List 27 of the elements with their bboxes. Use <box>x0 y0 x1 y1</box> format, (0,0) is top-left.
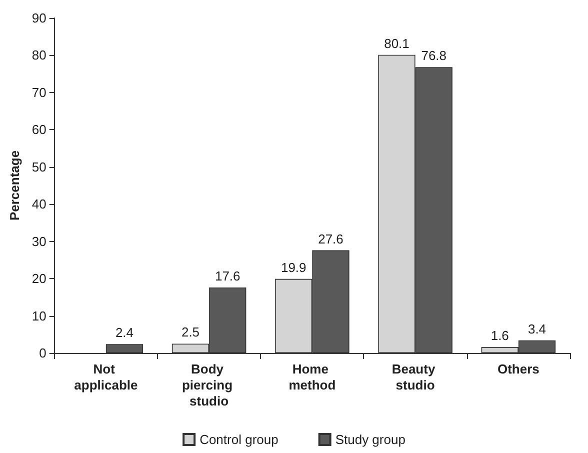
data-label: 2.4 <box>115 325 134 340</box>
data-label: 2.5 <box>181 324 200 340</box>
data-label: 1.6 <box>490 328 509 344</box>
y-tick-label: 60 <box>32 122 46 138</box>
y-tick-label: 40 <box>32 196 46 212</box>
y-tick-label: 90 <box>32 10 46 26</box>
y-tick-label: 50 <box>32 159 46 174</box>
y-tick-label: 80 <box>32 48 46 63</box>
y-tick-label: 70 <box>32 84 46 100</box>
data-label: 19.9 <box>280 260 306 275</box>
x-tick-label: Home method <box>288 362 336 392</box>
y-tick-label: 30 <box>32 234 46 249</box>
x-tick-label: Beauty studio <box>392 362 439 392</box>
x-tick-label: Others <box>497 362 540 376</box>
y-tick-label: 0 <box>39 346 46 360</box>
y-tick-label: 20 <box>32 271 46 286</box>
y-axis-title: Percentage <box>7 150 22 221</box>
data-label: 76.8 <box>421 48 447 64</box>
data-label: 80.1 <box>384 36 410 51</box>
data-label: 27.6 <box>318 231 344 246</box>
x-tick-label: Body piercing studio <box>182 362 236 408</box>
legend-label: Control group <box>200 432 278 447</box>
data-label: 17.6 <box>214 268 240 284</box>
y-tick-label: 10 <box>32 308 46 324</box>
legend-label: Study group <box>335 432 406 447</box>
x-tick-label: Not applicable <box>74 362 138 392</box>
data-label: 3.4 <box>528 321 546 336</box>
